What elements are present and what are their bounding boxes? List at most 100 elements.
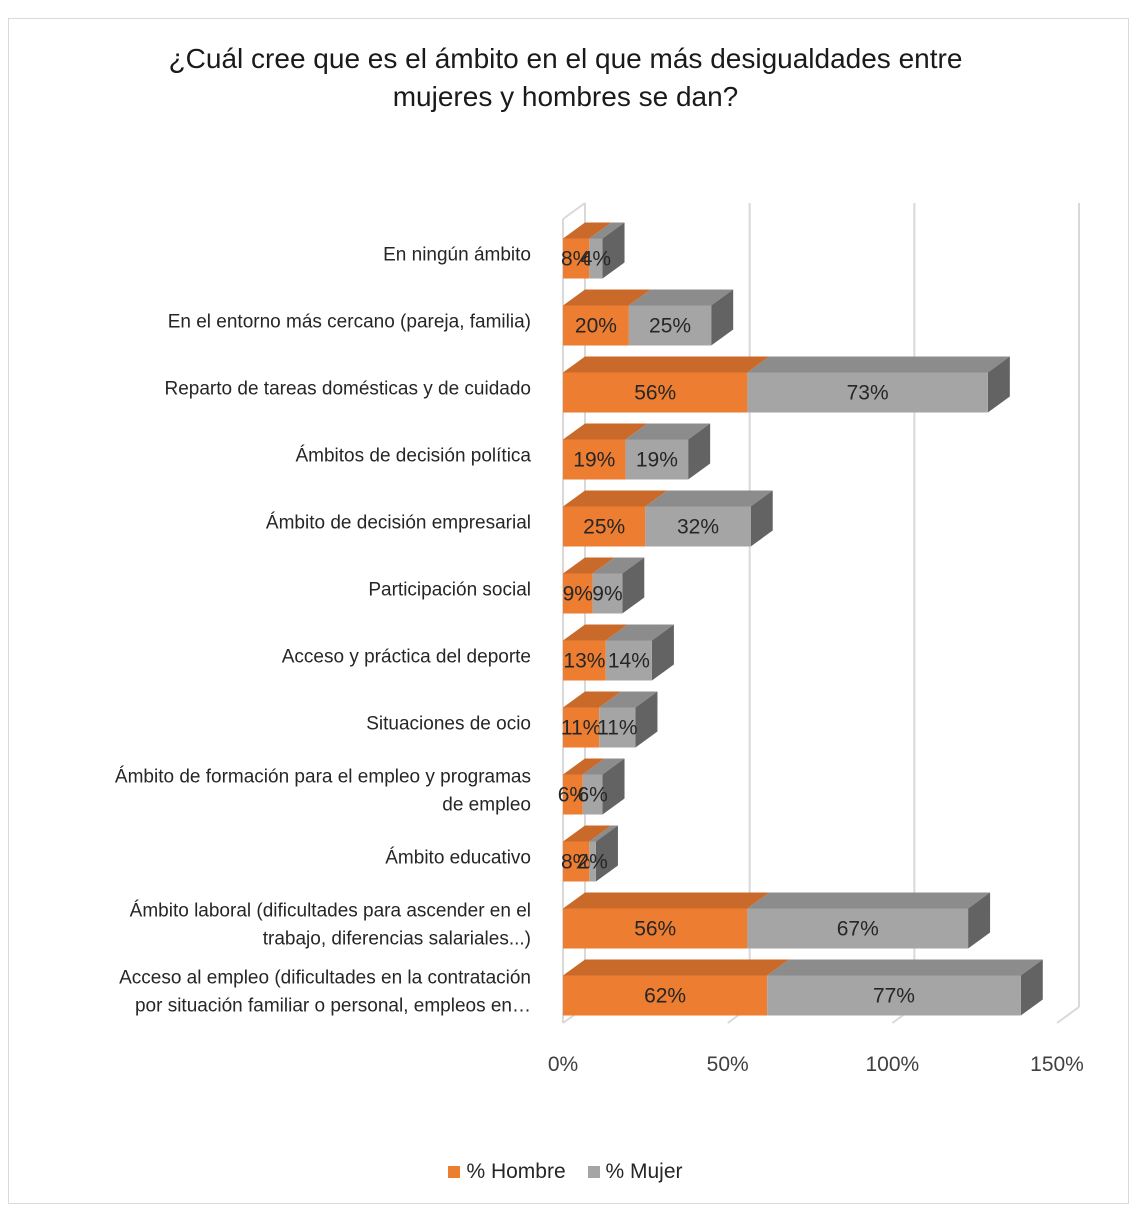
category-label-11-1: por situación familiar o personal, emple… [135,996,531,1017]
data-label-mujer-3: 19% [636,449,678,472]
x-tick-label-0: 0% [548,1053,578,1076]
data-label-mujer-10: 67% [837,918,879,941]
bar-side-1-9 [595,825,618,882]
data-label-mujer-4: 32% [677,516,719,539]
x-tick-label-1: 50% [707,1053,749,1076]
bar-mujer-9 [589,841,596,882]
bar-top-0-1 [563,289,651,306]
bar-mujer-2 [747,372,988,413]
bar-hombre-4 [563,506,646,547]
bar-side-1-4 [750,490,773,547]
bar-side-1-10 [968,892,991,949]
bar-top-0-3 [563,423,648,440]
data-label-mujer-6: 14% [608,650,650,673]
bar-top-1-10 [747,892,991,909]
legend-item-mujer: % Mujer [587,1160,683,1184]
bar-top-1-7 [599,691,658,708]
bar-mujer-4 [645,506,751,547]
bar-top-0-11 [563,959,790,976]
bar-hombre-11 [563,975,768,1016]
bar-mujer-8 [582,774,603,815]
bar-mujer-11 [767,975,1021,1016]
data-label-mujer-0: 4% [581,248,611,271]
category-label-7: Situaciones de ocio [366,714,531,735]
data-label-hombre-7: 11% [561,717,601,740]
legend-label-mujer: % Mujer [605,1160,683,1183]
bar-side-1-5 [622,557,645,614]
bar-top-0-0 [563,222,612,239]
category-label-11-0: Acceso al empleo (dificultades en la con… [119,968,531,989]
data-label-hombre-1: 20% [575,315,617,338]
bar-side-1-8 [602,758,625,815]
bar-top-1-11 [767,959,1043,976]
bar-hombre-3 [563,439,626,480]
category-label-6: Acceso y práctica del deporte [282,647,531,668]
data-label-hombre-11: 62% [644,985,686,1008]
legend-swatch-hombre [448,1166,461,1179]
data-label-mujer-8: 6% [577,784,607,807]
category-label-5: Participación social [368,580,531,601]
bar-top-0-10 [563,892,770,909]
category-label-9: Ámbito educativo [385,848,531,869]
data-label-hombre-3: 19% [573,449,615,472]
legend-swatch-mujer [587,1166,600,1179]
bar-hombre-5 [563,573,593,614]
bar-side-1-3 [688,423,711,480]
legend-item-hombre: % Hombre [448,1160,566,1184]
bar-mujer-5 [592,573,623,614]
data-label-hombre-0: 8% [561,248,591,271]
x-tick-label-3: 150% [1030,1053,1084,1076]
bar-top-1-8 [582,758,625,775]
chart-title-line-1: ¿Cuál cree que es el ámbito en el que má… [168,43,963,74]
bar-hombre-7 [563,707,600,748]
data-label-hombre-5: 9% [563,583,593,606]
bar-side-1-0 [602,222,625,279]
data-label-hombre-6: 13% [563,650,605,673]
bar-mujer-3 [625,439,689,480]
bar-hombre-10 [563,908,748,949]
bar-top-1-3 [625,423,711,440]
data-label-mujer-11: 77% [873,985,915,1008]
data-label-mujer-7: 11% [597,717,637,740]
bar-top-0-9 [563,825,612,842]
bar-top-0-7 [563,691,622,708]
category-label-3: Ámbitos de decisión política [295,446,531,467]
category-label-10-0: Ámbito laboral (dificultades para ascend… [130,901,531,922]
bar-hombre-9 [563,841,590,882]
bar-top-0-4 [563,490,668,507]
data-label-mujer-9: 2% [577,851,607,874]
bar-top-1-6 [605,624,674,641]
data-label-mujer-2: 73% [847,382,889,405]
bar-top-1-4 [645,490,773,507]
bar-mujer-7 [599,707,636,748]
bar-mujer-6 [605,640,652,681]
bar-hombre-2 [563,372,748,413]
category-label-2: Reparto de tareas domésticas y de cuidad… [165,379,532,400]
data-label-hombre-4: 25% [583,516,625,539]
chart-title-line-2: mujeres y hombres se dan? [392,81,739,112]
data-label-mujer-1: 25% [649,315,691,338]
legend-label-hombre: % Hombre [466,1160,566,1183]
side-wall-top-edge [562,202,586,220]
category-label-0: En ningún ámbito [383,245,531,266]
gridline-floor-3 [1056,1006,1080,1024]
category-label-4: Ámbito de decisión empresarial [266,513,531,534]
bar-side-1-11 [1020,959,1043,1016]
data-label-hombre-9: 8% [561,851,591,874]
bar-top-1-5 [592,557,645,574]
bar-side-1-1 [711,289,734,346]
bar-side-1-7 [635,691,658,748]
x-tick-label-2: 100% [865,1053,919,1076]
bar-top-0-2 [563,356,770,373]
bar-side-1-6 [651,624,674,681]
bar-top-0-8 [563,758,605,775]
bar-hombre-6 [563,640,606,681]
bar-top-1-1 [628,289,734,306]
category-label-10-1: trabajo, diferencias salariales...) [263,929,531,950]
category-label-8-0: Ámbito de formación para el empleo y pro… [115,767,531,788]
bar-side-1-2 [987,356,1010,413]
bar-mujer-0 [589,238,603,279]
bar-hombre-1 [563,305,629,346]
data-label-hombre-2: 56% [634,382,676,405]
